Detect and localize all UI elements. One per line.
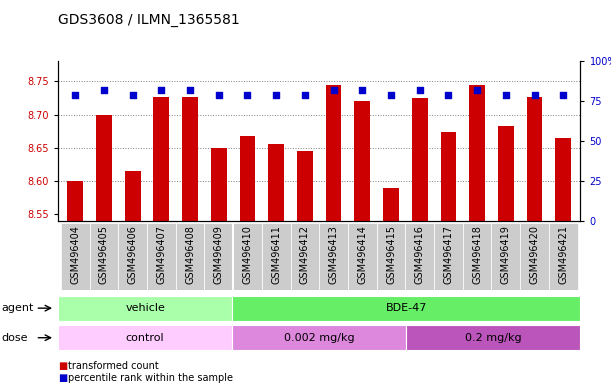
Bar — [119, 223, 147, 290]
Bar — [240, 136, 255, 221]
Bar — [233, 223, 262, 290]
Text: GSM496418: GSM496418 — [472, 225, 482, 284]
Bar — [262, 223, 291, 290]
Bar — [58, 325, 232, 350]
Bar — [383, 188, 399, 221]
Bar — [555, 138, 571, 221]
Text: GSM496421: GSM496421 — [558, 225, 568, 284]
Text: dose: dose — [2, 333, 28, 343]
Bar — [125, 171, 141, 221]
Bar — [376, 223, 405, 290]
Bar — [463, 223, 491, 290]
Point — [415, 87, 425, 93]
Text: ■: ■ — [58, 373, 67, 383]
Text: GDS3608 / ILMN_1365581: GDS3608 / ILMN_1365581 — [58, 13, 240, 27]
Bar — [412, 98, 428, 221]
Text: GSM496404: GSM496404 — [70, 225, 80, 284]
Bar — [354, 101, 370, 221]
Text: GSM496412: GSM496412 — [300, 225, 310, 284]
Text: GSM496414: GSM496414 — [357, 225, 367, 284]
Text: GSM496413: GSM496413 — [329, 225, 338, 284]
Bar — [520, 223, 549, 290]
Point — [128, 92, 137, 98]
Text: GSM496417: GSM496417 — [444, 225, 453, 284]
Bar — [232, 325, 406, 350]
Text: GSM496420: GSM496420 — [530, 225, 540, 284]
Text: GSM496408: GSM496408 — [185, 225, 195, 284]
Bar — [90, 223, 119, 290]
Bar — [96, 114, 112, 221]
Bar — [319, 223, 348, 290]
Bar — [176, 223, 205, 290]
Point — [300, 92, 310, 98]
Bar — [405, 223, 434, 290]
Text: GSM496407: GSM496407 — [156, 225, 166, 284]
Point — [357, 87, 367, 93]
Bar — [406, 325, 580, 350]
Text: GSM496410: GSM496410 — [243, 225, 252, 284]
Bar — [58, 296, 232, 321]
Text: percentile rank within the sample: percentile rank within the sample — [68, 373, 233, 383]
Text: 0.2 mg/kg: 0.2 mg/kg — [465, 333, 522, 343]
Point — [99, 87, 109, 93]
Text: GSM496411: GSM496411 — [271, 225, 281, 284]
Bar — [297, 151, 313, 221]
Text: control: control — [126, 333, 164, 343]
Text: GSM496409: GSM496409 — [214, 225, 224, 284]
Text: transformed count: transformed count — [68, 361, 159, 371]
Text: GSM496405: GSM496405 — [99, 225, 109, 284]
Point — [329, 87, 338, 93]
Bar — [498, 126, 514, 221]
Text: ■: ■ — [58, 361, 67, 371]
Text: BDE-47: BDE-47 — [386, 303, 427, 313]
Bar — [326, 85, 342, 221]
Bar — [205, 223, 233, 290]
Point — [530, 92, 540, 98]
Text: GSM496416: GSM496416 — [415, 225, 425, 284]
Bar — [549, 223, 577, 290]
Bar — [434, 223, 463, 290]
Point — [386, 92, 396, 98]
Bar — [67, 181, 83, 221]
Bar — [441, 132, 456, 221]
Point — [501, 92, 511, 98]
Bar — [527, 97, 543, 221]
Bar — [491, 223, 520, 290]
Bar — [153, 97, 169, 221]
Bar — [232, 296, 580, 321]
Bar — [291, 223, 319, 290]
Point — [70, 92, 80, 98]
Point — [185, 87, 195, 93]
Bar — [469, 85, 485, 221]
Point — [156, 87, 166, 93]
Point — [472, 87, 482, 93]
Point — [214, 92, 224, 98]
Point — [271, 92, 281, 98]
Bar — [182, 97, 198, 221]
Text: GSM496406: GSM496406 — [128, 225, 137, 284]
Text: GSM496419: GSM496419 — [501, 225, 511, 284]
Text: 0.002 mg/kg: 0.002 mg/kg — [284, 333, 354, 343]
Bar — [61, 223, 90, 290]
Bar — [147, 223, 176, 290]
Text: vehicle: vehicle — [125, 303, 165, 313]
Bar — [268, 144, 284, 221]
Bar — [211, 148, 227, 221]
Point — [558, 92, 568, 98]
Bar — [348, 223, 376, 290]
Text: agent: agent — [2, 303, 34, 313]
Point — [444, 92, 453, 98]
Text: GSM496415: GSM496415 — [386, 225, 396, 284]
Point — [243, 92, 252, 98]
